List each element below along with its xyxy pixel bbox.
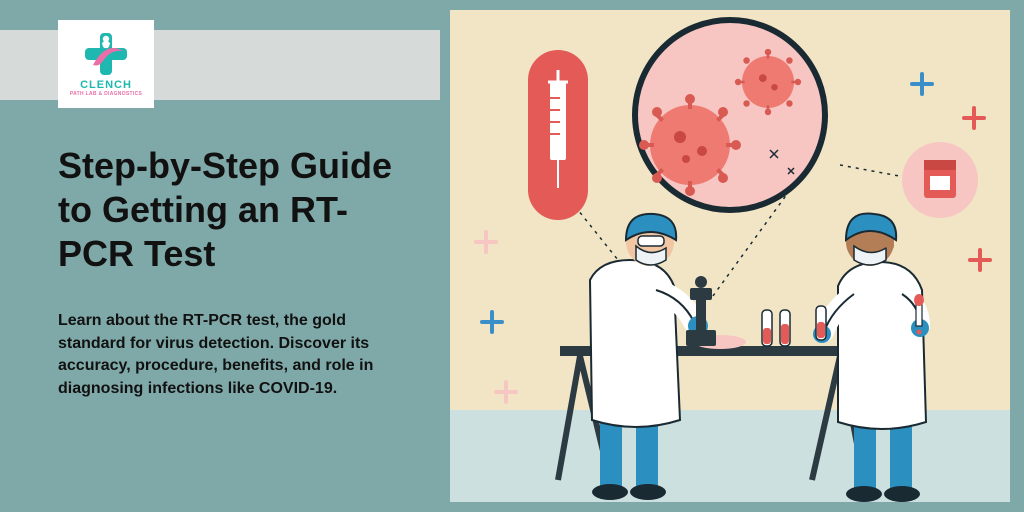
headline: Step-by-Step Guide to Getting an RT-PCR …: [58, 144, 398, 276]
brand-logo: CLENCH PATH LAB & DIAGNOSTICS: [58, 20, 154, 108]
text-panel: CLENCH PATH LAB & DIAGNOSTICS Step-by-St…: [0, 0, 440, 512]
description: Learn about the RT-PCR test, the gold st…: [58, 310, 388, 401]
logo-tagline-text: PATH LAB & DIAGNOSTICS: [70, 91, 142, 97]
medicine-jar-icon: [902, 142, 978, 218]
logo-brand-text: CLENCH: [80, 79, 132, 91]
lab-illustration: [450, 10, 1010, 502]
syringe-icon: [528, 50, 588, 220]
virus-microscope-icon: [635, 20, 825, 210]
infographic-banner: CLENCH PATH LAB & DIAGNOSTICS Step-by-St…: [0, 0, 1024, 512]
logo-mark-icon: [83, 31, 129, 77]
illustration-panel: [440, 0, 1024, 512]
